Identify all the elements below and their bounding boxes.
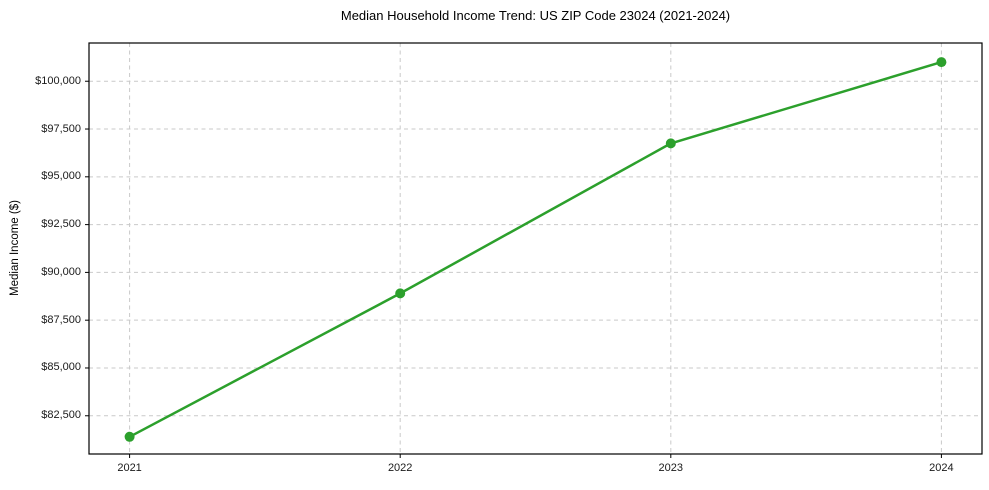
data-point-2021: [124, 431, 135, 442]
y-tick-label: $97,500: [41, 122, 81, 135]
y-tick-label: $100,000: [35, 74, 81, 87]
data-point-2023: [665, 138, 676, 149]
data-point-2022: [395, 288, 406, 299]
income-trend-line: [128, 60, 943, 439]
y-tick-label: $95,000: [41, 170, 81, 183]
chart-title: Median Household Income Trend: US ZIP Co…: [340, 8, 731, 23]
x-tick-label: 2023: [658, 462, 684, 474]
y-tick-label: $92,500: [41, 218, 81, 231]
data-point-2024: [936, 57, 947, 68]
y-tick-label: $87,500: [41, 313, 81, 326]
x-tick-label: 2024: [929, 462, 954, 474]
plot-border: [88, 42, 983, 455]
y-tick-label: $85,000: [41, 361, 81, 374]
y-tick-label: $90,000: [41, 265, 81, 278]
x-tick-label: 2021: [117, 462, 142, 474]
x-tick-label: 2022: [387, 462, 413, 474]
y-tick-label: $82,500: [41, 409, 81, 422]
